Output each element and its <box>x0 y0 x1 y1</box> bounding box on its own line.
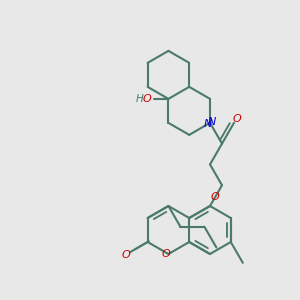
Text: O: O <box>232 114 242 124</box>
Text: N: N <box>204 119 212 129</box>
Text: O: O <box>161 249 170 259</box>
Text: O: O <box>211 192 219 202</box>
Text: O: O <box>121 250 130 260</box>
Text: O: O <box>143 94 152 104</box>
Text: H: H <box>136 94 144 104</box>
Text: N: N <box>208 117 216 127</box>
